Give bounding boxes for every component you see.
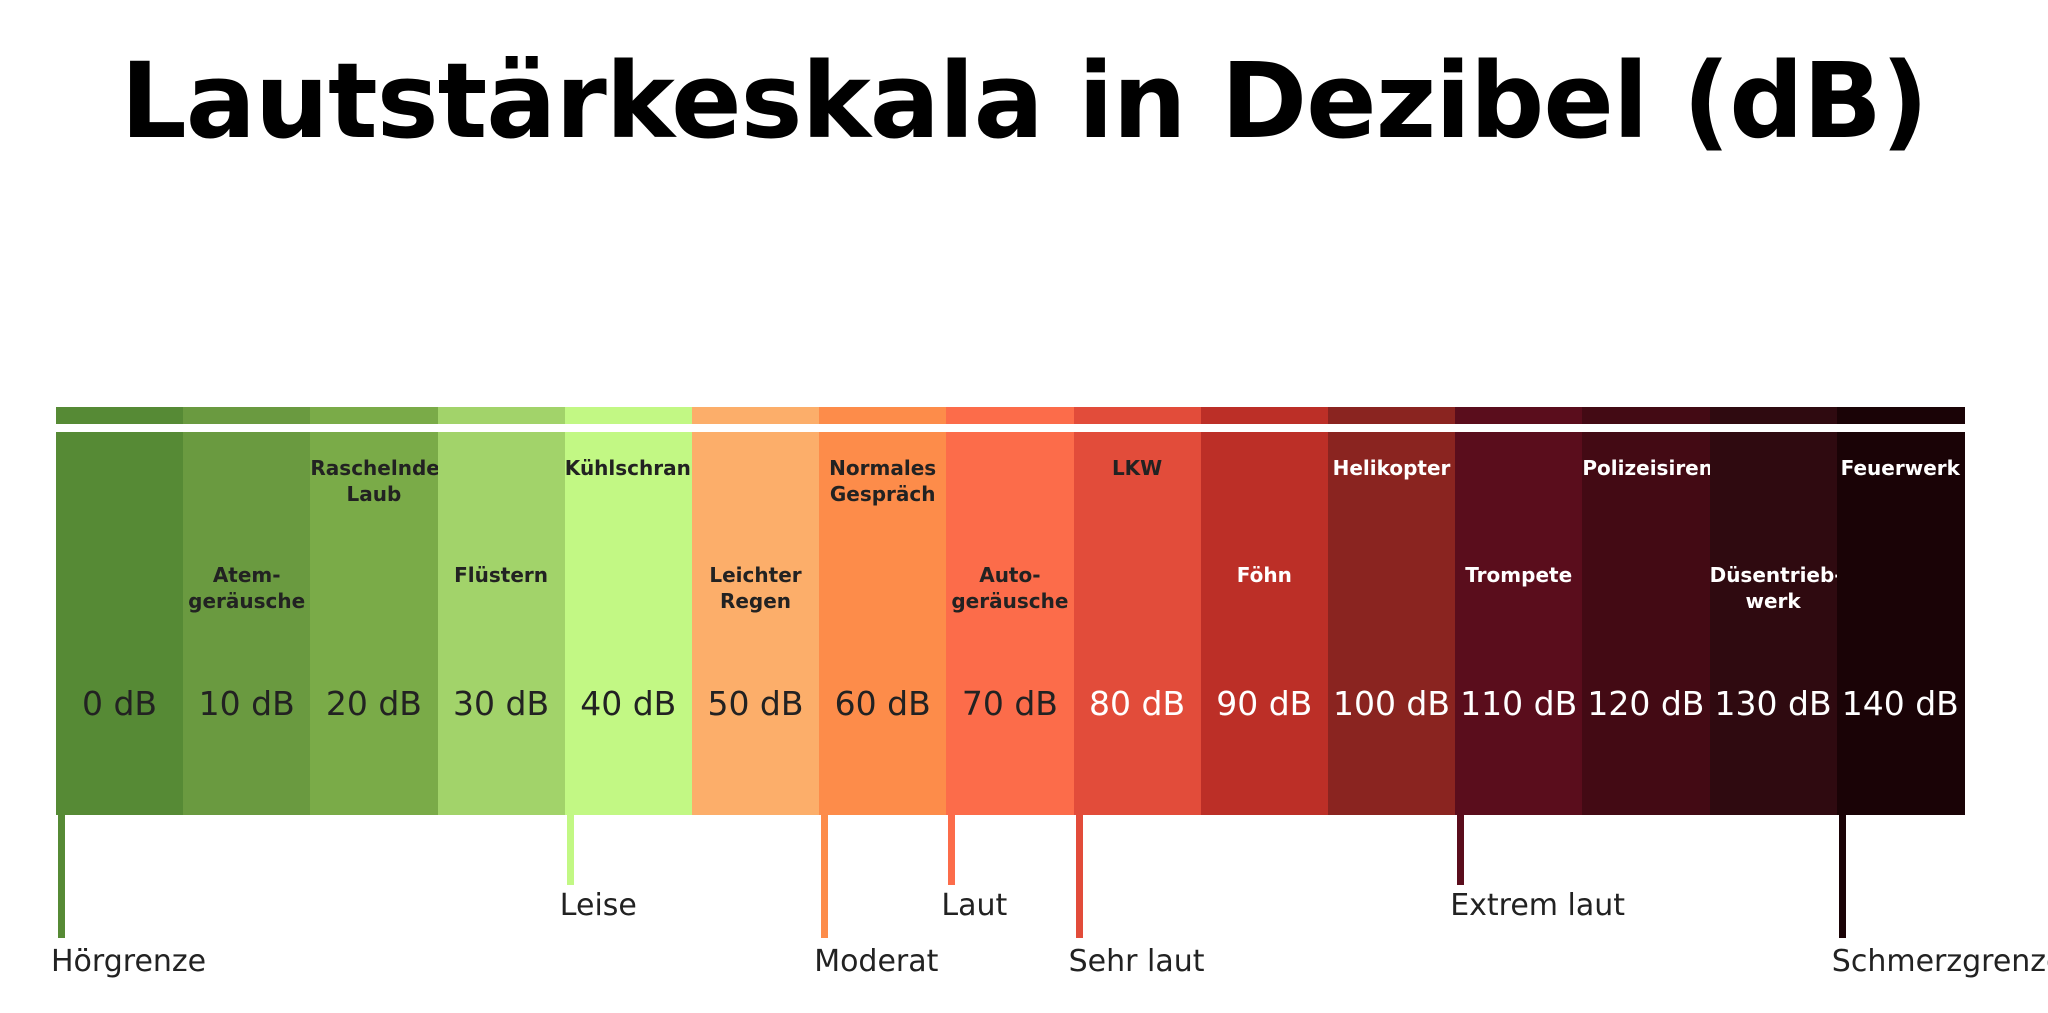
top-strip — [1582, 407, 1711, 424]
top-strip — [310, 407, 439, 424]
level-db: 50 dB — [707, 684, 804, 723]
threshold-line — [566, 815, 574, 885]
level-column — [819, 432, 948, 815]
level-column — [310, 432, 439, 815]
threshold-label: Laut — [941, 888, 1008, 923]
threshold-label: Leise — [559, 888, 637, 923]
level-column — [564, 432, 693, 815]
top-strip — [564, 407, 693, 424]
level-label: Helikopter — [1332, 456, 1451, 480]
level-label: Polizeisirene — [1582, 456, 1727, 480]
level-label: Düsentrieb- werk — [1709, 563, 1843, 613]
threshold-label: Schmerzgrenze — [1831, 944, 2048, 979]
level-column — [1582, 432, 1711, 815]
threshold-line — [58, 815, 65, 938]
level-db: 90 dB — [1216, 684, 1313, 723]
level-db: 70 dB — [961, 684, 1058, 723]
level-db: 110 dB — [1460, 684, 1578, 723]
level-db: 0 dB — [81, 684, 158, 723]
level-column — [1200, 432, 1329, 815]
threshold-line — [1457, 815, 1465, 885]
level-label: Trompete — [1465, 563, 1573, 587]
threshold-line — [1838, 815, 1846, 938]
level-column — [1709, 432, 1838, 815]
level-label: Kühlschrank — [564, 456, 705, 480]
level-db: 30 dB — [453, 684, 550, 723]
level-db: 20 dB — [325, 684, 422, 723]
level-db: 100 dB — [1332, 684, 1451, 723]
top-strip — [183, 407, 312, 424]
level-label: Feuerwerk — [1840, 456, 1960, 480]
level-db: 10 dB — [198, 684, 295, 723]
level-label: Flüstern — [454, 563, 549, 587]
threshold-line — [948, 815, 956, 885]
level-column — [437, 432, 566, 815]
level-column — [183, 432, 312, 815]
top-strip — [1836, 407, 1965, 424]
top-strip — [946, 407, 1075, 424]
level-db: 140 dB — [1841, 684, 1959, 723]
level-column — [56, 432, 185, 815]
level-label: Auto- geräusche — [951, 563, 1069, 613]
level-label: Raschelndes Laub — [310, 456, 452, 506]
top-strip — [1709, 407, 1838, 424]
top-strip — [1455, 407, 1584, 424]
level-label: Leichter Regen — [709, 563, 802, 613]
level-column — [1073, 432, 1202, 815]
level-label: Atem- geräusche — [188, 563, 306, 613]
level-column — [946, 432, 1075, 815]
top-strip — [1200, 407, 1329, 424]
level-db: 130 dB — [1714, 684, 1832, 723]
level-column — [1455, 432, 1584, 815]
level-label: Föhn — [1236, 563, 1292, 587]
top-strip — [692, 407, 821, 424]
threshold-label: Extrem laut — [1450, 888, 1626, 923]
level-column — [1328, 432, 1457, 815]
level-db: 60 dB — [834, 684, 931, 723]
threshold-label: Sehr laut — [1068, 944, 1205, 979]
level-label: Normales Gespräch — [829, 456, 937, 506]
level-db: 120 dB — [1587, 684, 1705, 723]
top-strip — [1328, 407, 1457, 424]
threshold-label: Hörgrenze — [51, 944, 207, 979]
threshold-label: Moderat — [814, 944, 939, 979]
threshold-line — [821, 815, 829, 938]
top-strip — [819, 407, 948, 424]
level-column — [1836, 432, 1965, 815]
level-column — [692, 432, 821, 815]
threshold-line — [1075, 815, 1083, 938]
level-label: LKW — [1111, 456, 1163, 480]
level-db: 40 dB — [580, 684, 677, 723]
level-db: 80 dB — [1089, 684, 1186, 723]
title: Lautstärkeskala in Dezibel (dB) — [120, 40, 1928, 162]
top-strip — [437, 407, 566, 424]
top-strip — [1073, 407, 1202, 424]
top-strip — [56, 407, 185, 424]
